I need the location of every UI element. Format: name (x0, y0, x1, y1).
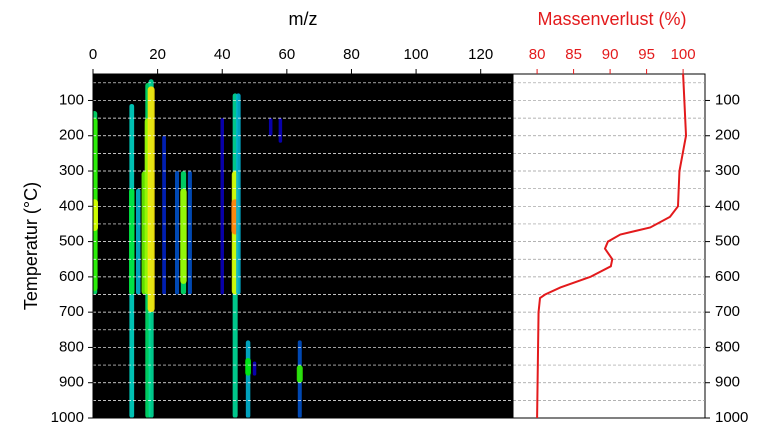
x-axis-title: m/z (289, 9, 318, 29)
x-tick-label: 120 (468, 46, 493, 63)
y-tick-label: 600 (59, 268, 84, 285)
intensity-trace (129, 188, 135, 295)
x-tick-label: 85 (565, 46, 582, 63)
y-tick-label: 500 (715, 233, 740, 250)
y-tick-label: 400 (59, 197, 84, 214)
intensity-trace (187, 171, 192, 295)
y-tick-label: 400 (715, 197, 740, 214)
heatmap-background (93, 74, 513, 418)
x-tick-label: 100 (671, 46, 696, 63)
plot-frame (92, 73, 514, 419)
y-tick-label: 700 (59, 303, 84, 320)
x-tick-label: 0 (89, 46, 97, 63)
y-tick-label: 300 (59, 162, 84, 179)
y-tick-label: 200 (59, 127, 84, 144)
y-tick-label: 800 (715, 338, 740, 355)
y-tick-label: 300 (715, 162, 740, 179)
y-tick-label: 900 (59, 374, 84, 391)
intensity-trace (162, 135, 166, 295)
intensity-trace (93, 199, 98, 232)
intensity-trace (245, 358, 251, 376)
y-tick-label: 700 (715, 303, 740, 320)
x-tick-label: 60 (279, 46, 296, 63)
intensity-trace (252, 361, 257, 376)
intensity-trace (296, 365, 303, 383)
intensity-trace (220, 118, 224, 295)
y-tick-label: 500 (59, 233, 84, 250)
plot-frame (512, 73, 706, 419)
intensity-trace (236, 93, 241, 295)
x-tick-label: 80 (343, 46, 360, 63)
y-tick-label: 900 (715, 374, 740, 391)
x-tick-label: 80 (529, 46, 546, 63)
y-axis-title: Temperatur (°C) (21, 182, 41, 310)
intensity-trace (147, 86, 155, 313)
intensity-trace (245, 340, 251, 418)
x-tick-label: 100 (404, 46, 429, 63)
y-tick-label: 800 (59, 338, 84, 355)
intensity-trace (175, 171, 179, 295)
intensity-trace (278, 118, 283, 143)
y-tick-label: 1000 (715, 409, 748, 426)
x-tick-label: 20 (149, 46, 166, 63)
x-tick-label: 95 (638, 46, 655, 63)
mass-loss-line (536, 73, 688, 419)
y-tick-label: 200 (715, 127, 740, 144)
intensity-trace (180, 188, 187, 284)
y-tick-label: 100 (59, 91, 84, 108)
y-tick-label: 600 (715, 268, 740, 285)
y-tick-label: 1000 (51, 409, 84, 426)
x2-axis-title: Massenverlust (%) (537, 9, 686, 29)
x-tick-label: 40 (214, 46, 231, 63)
x-tick-label: 90 (602, 46, 619, 63)
y-tick-label: 100 (715, 91, 740, 108)
intensity-trace (268, 118, 273, 136)
